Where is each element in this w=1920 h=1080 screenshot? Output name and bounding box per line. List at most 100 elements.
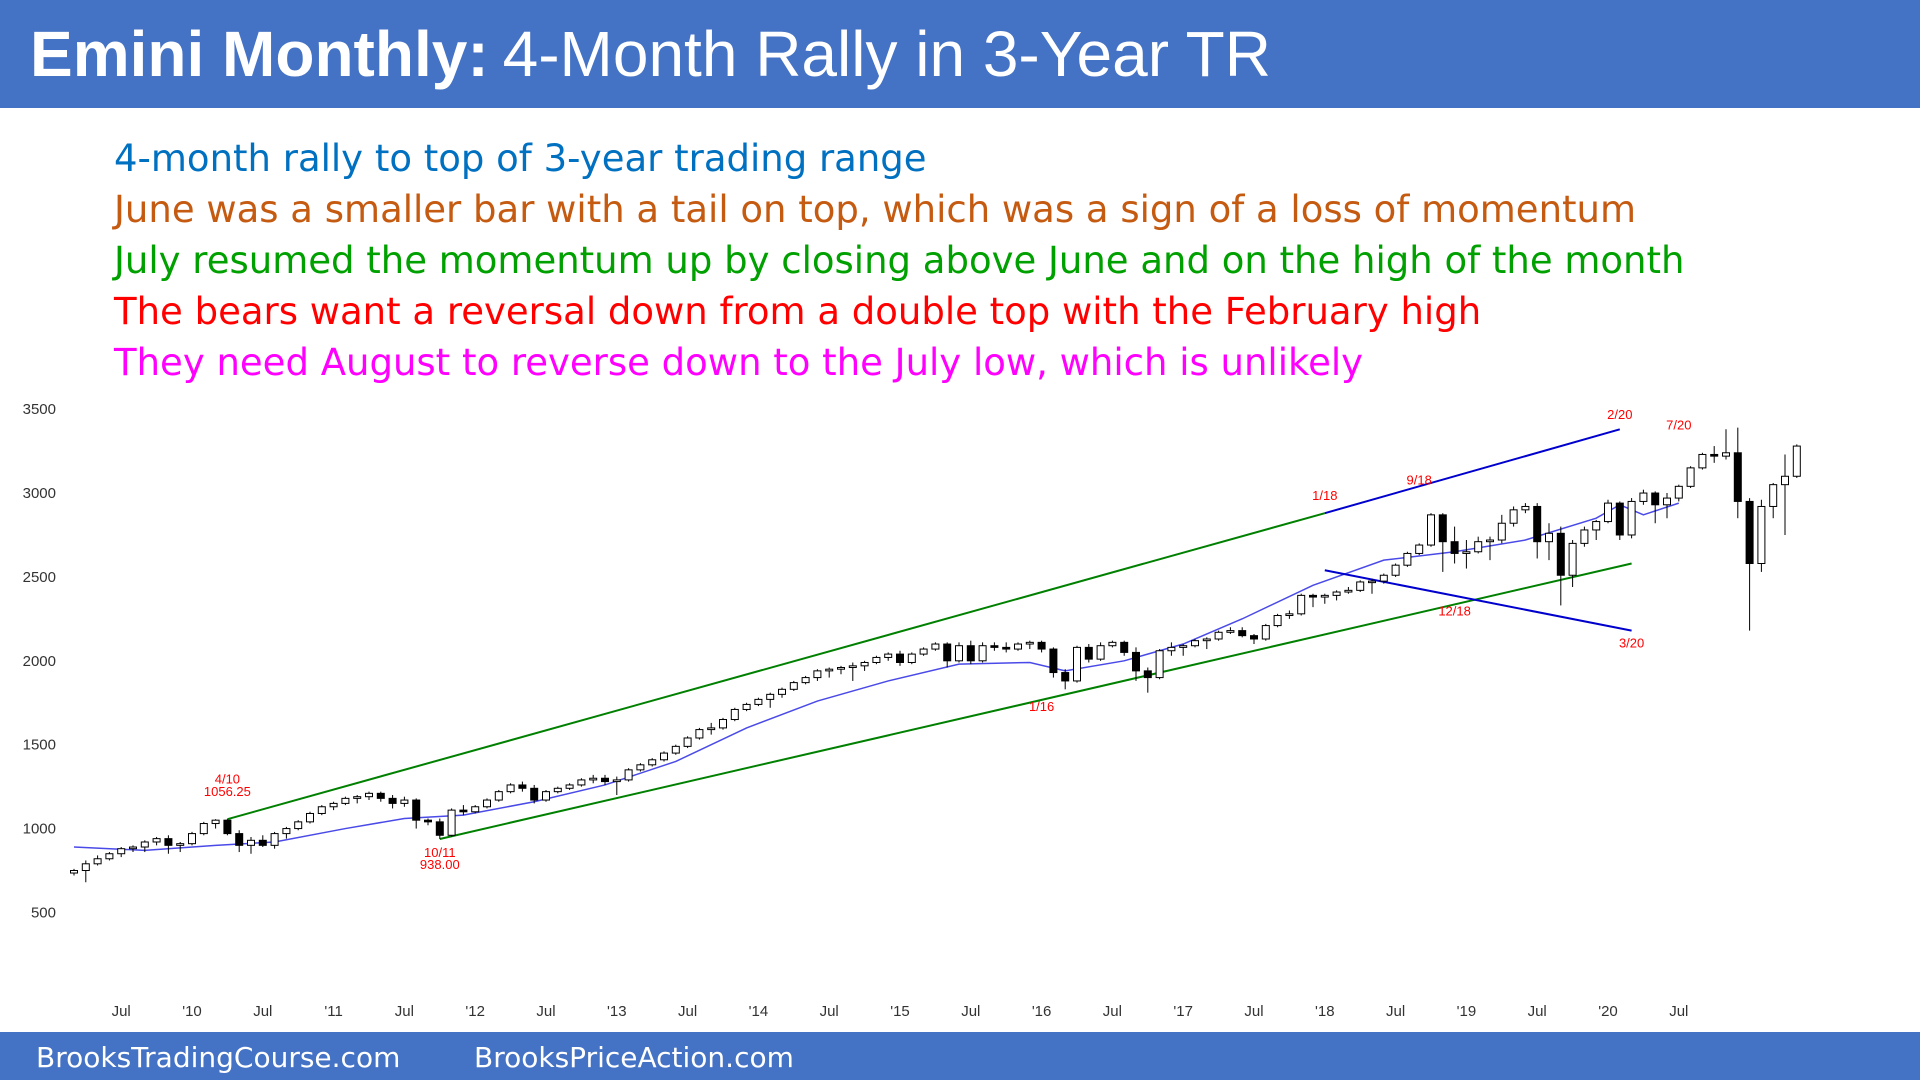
note-5: They need August to reverse down to the … — [114, 341, 1364, 384]
candle-body — [778, 688, 786, 695]
candle-body — [707, 727, 716, 731]
candle-body — [577, 779, 586, 786]
candle-body — [695, 729, 704, 739]
candle-body — [1462, 551, 1471, 554]
candle-body — [129, 846, 137, 850]
candle-body — [81, 863, 90, 872]
annotation-label: 1/18 — [1312, 488, 1337, 503]
candle-body — [1556, 532, 1565, 576]
candle-body — [990, 645, 999, 648]
candle-body — [518, 784, 527, 789]
candle-body — [1391, 564, 1400, 576]
candle-body — [1509, 509, 1518, 524]
footer-left-site: BrooksTradingCourse.com — [36, 1041, 401, 1074]
candle-body — [1674, 485, 1683, 499]
candle-body — [459, 809, 468, 813]
candle-body — [1025, 641, 1034, 645]
x-tick-label: Jul — [678, 1003, 697, 1020]
channel-line — [227, 512, 1326, 821]
candle-body — [660, 752, 668, 761]
candle-body — [1167, 646, 1176, 652]
x-tick-label: '20 — [1598, 1003, 1618, 1020]
x-tick-label: '14 — [749, 1003, 769, 1020]
candle-body — [754, 698, 763, 705]
candle-body — [1663, 497, 1671, 506]
candle-body — [1297, 594, 1306, 615]
candle-body — [612, 779, 621, 783]
candle-body — [943, 643, 952, 662]
y-tick-label: 1500 — [23, 737, 56, 754]
candle-body — [294, 821, 303, 830]
x-tick-label: '13 — [607, 1003, 627, 1020]
x-tick-label: '15 — [890, 1003, 910, 1020]
candle-body — [1108, 641, 1117, 647]
x-tick-label: Jul — [961, 1003, 980, 1020]
candle-body — [919, 648, 928, 655]
x-tick-label: Jul — [1244, 1003, 1263, 1020]
note-2: June was a smaller bar with a tail on to… — [114, 188, 1637, 231]
candle-body — [1332, 591, 1341, 596]
candle-body — [70, 870, 78, 874]
candle-body — [483, 799, 491, 808]
candle-body — [1049, 648, 1058, 674]
candle-body — [1781, 475, 1789, 486]
candle-body — [1037, 641, 1046, 650]
candle-body — [1356, 581, 1365, 591]
annotation-label: 4/10 — [215, 771, 240, 786]
candle-body — [400, 799, 409, 804]
candle-body — [671, 745, 680, 754]
candle-body — [789, 682, 798, 690]
candle-body — [683, 737, 692, 747]
monthly-chart: 500 1000 1500 2000 2500 3000 3500 Jul '10 Jul '11 J… — [23, 401, 1801, 1020]
candle-body — [353, 796, 362, 799]
slide-title: Emini Monthly: 4-Month Rally in 3-Year TR — [30, 16, 1271, 92]
y-tick-label: 2500 — [23, 569, 56, 586]
candle-body — [1745, 500, 1754, 565]
candle-body — [1686, 467, 1695, 487]
candle-body — [1073, 646, 1081, 682]
y-tick-label: 500 — [31, 904, 56, 921]
y-tick-label: 3000 — [23, 485, 56, 502]
candle-body — [176, 843, 185, 846]
x-tick-label: Jul — [1386, 1003, 1405, 1020]
candle-body — [1191, 640, 1199, 647]
candle-body — [966, 645, 975, 662]
candle-body — [1592, 521, 1601, 531]
slide-title-rest: 4-Month Rally in 3-Year TR — [502, 18, 1271, 90]
x-tick-label: '16 — [1032, 1003, 1052, 1020]
candle-body — [1545, 532, 1553, 543]
candle-body — [1084, 646, 1093, 660]
candle-body — [1403, 552, 1412, 566]
candle-body — [1497, 522, 1506, 541]
candle-body — [1792, 445, 1801, 477]
x-tick-label: Jul — [820, 1003, 839, 1020]
candle-body — [1427, 514, 1435, 546]
candle-body — [1002, 646, 1011, 650]
candle-body — [506, 784, 515, 793]
candle-body — [1238, 630, 1247, 637]
candle-body — [365, 792, 373, 798]
x-tick-label: Jul — [1528, 1003, 1547, 1020]
candle-body — [188, 833, 196, 845]
candle-body — [1698, 453, 1707, 469]
candle-body — [1344, 589, 1353, 593]
candle-body — [719, 719, 727, 729]
x-tick-label: Jul — [1669, 1003, 1688, 1020]
candle-body — [1769, 484, 1778, 507]
footer-bar: BrooksTradingCourse.com BrooksPriceActio… — [0, 1032, 1920, 1080]
candle-body — [1580, 529, 1589, 544]
candle-body — [306, 812, 314, 823]
candle-body — [93, 858, 102, 865]
candle-body — [1096, 645, 1105, 660]
candle-body — [223, 819, 232, 835]
commentary-notes: 4-month rally to top of 3-year trading r… — [114, 133, 1814, 388]
candle-body — [801, 677, 810, 684]
slide-title-bold: Emini Monthly: — [30, 18, 489, 90]
y-tick-label: 1000 — [23, 821, 56, 838]
footer-right-site: BrooksPriceAction.com — [474, 1041, 794, 1074]
candle-body — [1533, 505, 1542, 543]
title-bar: Emini Monthly: 4-Month Rally in 3-Year TR — [0, 0, 1920, 108]
x-tick-label: '17 — [1173, 1003, 1193, 1020]
candle-body — [542, 791, 550, 801]
x-tick-label: Jul — [112, 1003, 131, 1020]
